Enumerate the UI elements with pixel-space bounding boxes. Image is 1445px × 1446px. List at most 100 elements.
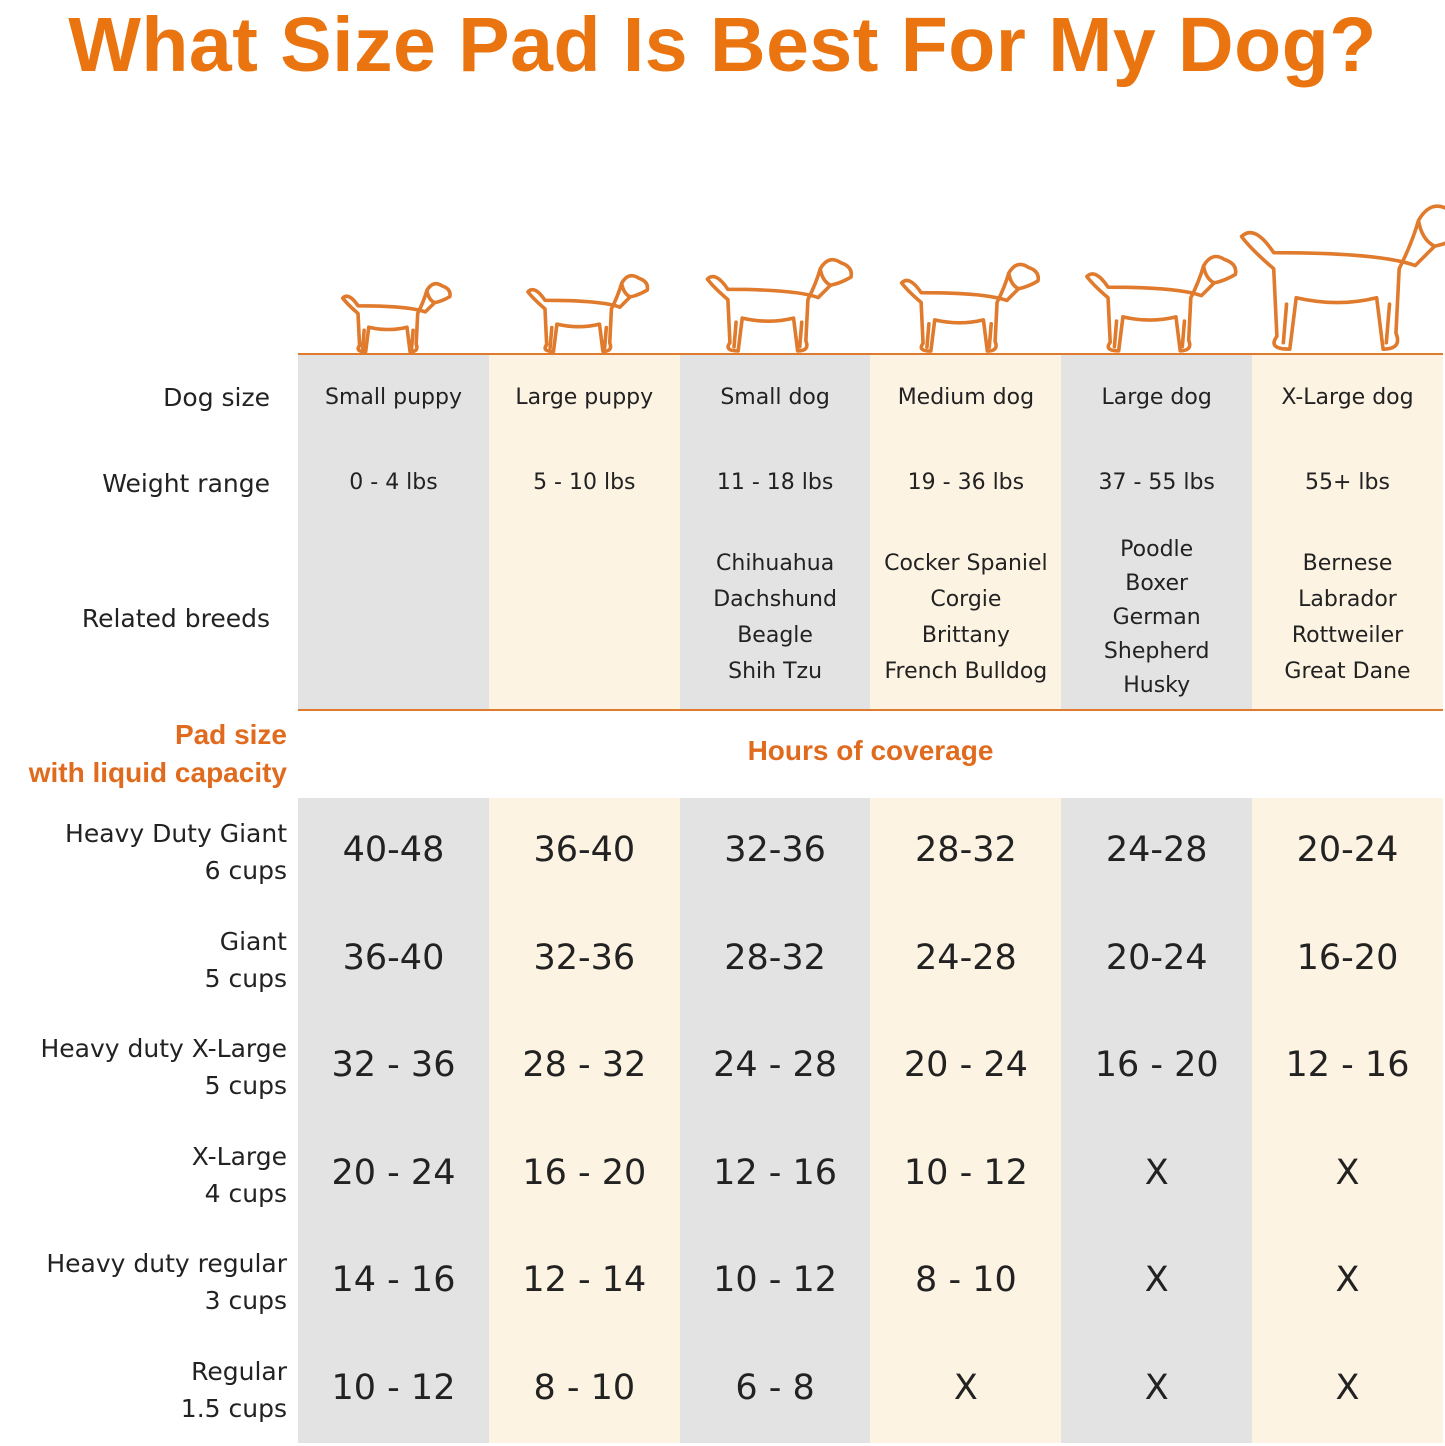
pad-name: Heavy duty X-Large <box>40 1034 287 1063</box>
weight-range: 19 - 36 lbs <box>907 470 1025 495</box>
hours-cell: 16-20 <box>1296 937 1399 978</box>
section-divider <box>298 709 1443 711</box>
header-divider <box>298 353 1443 355</box>
pad-name: Heavy duty regular <box>46 1249 287 1278</box>
hours-cell: 20 - 24 <box>903 1045 1028 1085</box>
pad-capacity: 1.5 cups <box>180 1393 287 1423</box>
hours-cell: 10 - 12 <box>713 1260 838 1300</box>
hours-cell: 16 - 20 <box>522 1152 647 1193</box>
coverage-column-2 <box>488 798 680 1443</box>
breed: Great Dane <box>1284 659 1411 684</box>
coverage-column-4 <box>870 798 1062 1443</box>
pad-size-header: Pad size <box>174 719 287 750</box>
breed: Poodle <box>1120 537 1194 562</box>
breed: Chihuahua <box>716 551 835 576</box>
hours-cell: 28 - 32 <box>522 1045 647 1085</box>
coverage-column-1 <box>298 798 489 1443</box>
breed: Boxer <box>1125 571 1189 596</box>
page-title: What Size Pad Is Best For My Dog? <box>68 2 1377 88</box>
hours-cell: 24 - 28 <box>713 1045 838 1085</box>
pad-name: Giant <box>219 926 287 956</box>
hours-cell: 24-28 <box>915 937 1017 978</box>
small-puppy-icon <box>341 281 453 354</box>
weight-range: 0 - 4 lbs <box>349 470 438 495</box>
dog-column-1 <box>298 355 489 710</box>
pad-capacity: 5 cups <box>204 963 287 993</box>
pad-name: Regular <box>191 1356 287 1386</box>
hours-cell: 8 - 10 <box>533 1367 636 1408</box>
hours-cell: X <box>1144 1260 1169 1300</box>
hours-cell: 32-36 <box>533 937 636 978</box>
weight-range: 55+ lbs <box>1305 470 1390 495</box>
dog-column-5 <box>1061 355 1253 710</box>
hours-cell: 20-24 <box>1105 937 1208 978</box>
label-dog-size: Dog size <box>163 383 270 412</box>
weight-range: 5 - 10 lbs <box>533 470 636 495</box>
dog-size: Medium dog <box>897 385 1035 410</box>
pad-name: X-Large <box>191 1141 287 1171</box>
hours-cell: 20-24 <box>1296 830 1399 870</box>
hours-cell: 12 - 14 <box>522 1260 647 1300</box>
hours-cell: 40-48 <box>342 830 445 870</box>
breed: Labrador <box>1298 587 1397 612</box>
hours-cell: 36-40 <box>342 937 445 978</box>
breed: Shih Tzu <box>728 659 823 684</box>
hours-cell: 28-32 <box>915 830 1017 870</box>
pad-name: Heavy Duty Giant <box>65 819 287 848</box>
pad-capacity: 3 cups <box>204 1286 287 1315</box>
pad-capacity: 6 cups <box>204 856 287 885</box>
weight-range: 37 - 55 lbs <box>1098 470 1215 495</box>
large-dog-icon <box>1084 254 1238 353</box>
dog-column-6 <box>1252 355 1443 710</box>
small-dog-icon <box>705 257 854 353</box>
medium-dog-icon <box>899 262 1040 353</box>
breed: Bernese <box>1302 551 1393 576</box>
pad-capacity: 4 cups <box>204 1178 287 1208</box>
breed: Cocker Spaniel <box>884 551 1048 576</box>
coverage-column-6 <box>1252 798 1443 1443</box>
hours-cell: X <box>1335 1260 1360 1300</box>
label-weight-range: Weight range <box>102 469 270 498</box>
dog-column-3 <box>679 355 871 710</box>
coverage-column-5 <box>1061 798 1253 1443</box>
breed: Beagle <box>737 623 813 648</box>
hours-cell: 32-36 <box>724 830 826 870</box>
dog-size: Large dog <box>1101 385 1212 410</box>
coverage-column-3 <box>679 798 871 1443</box>
xlarge-dog-icon <box>1239 204 1445 351</box>
hours-cell: 16 - 20 <box>1094 1045 1219 1085</box>
weight-range: 11 - 18 lbs <box>716 470 834 495</box>
hours-cell: X <box>1144 1152 1169 1193</box>
hours-cell: 36-40 <box>533 830 636 870</box>
dog-size: Large puppy <box>515 385 654 410</box>
hours-cell: 10 - 12 <box>331 1367 456 1408</box>
hours-cell: 24-28 <box>1105 830 1208 870</box>
breed: Dachshund <box>713 587 837 612</box>
hours-cell: 12 - 16 <box>1285 1045 1410 1085</box>
pad-capacity-header: with liquid capacity <box>28 757 287 788</box>
hours-cell: 32 - 36 <box>331 1045 456 1085</box>
large-puppy-icon <box>526 273 650 354</box>
breed: Husky <box>1123 673 1191 698</box>
breed: Shepherd <box>1103 639 1210 664</box>
hours-cell: 10 - 12 <box>903 1152 1028 1193</box>
label-related-breeds: Related breeds <box>81 604 270 633</box>
coverage-header: Hours of coverage <box>747 735 994 766</box>
breed: French Bulldog <box>884 659 1048 684</box>
breed: Brittany <box>921 623 1010 648</box>
dog-size: Small dog <box>720 385 830 410</box>
hours-cell: 8 - 10 <box>915 1260 1017 1300</box>
dog-column-4 <box>870 355 1062 710</box>
hours-cell: 28-32 <box>724 937 826 978</box>
hours-cell: 14 - 16 <box>331 1260 456 1300</box>
breed: German <box>1112 605 1201 630</box>
hours-cell: X <box>1144 1367 1169 1408</box>
breed: Rottweiler <box>1291 623 1404 648</box>
hours-cell: 6 - 8 <box>735 1367 815 1408</box>
hours-cell: 20 - 24 <box>331 1152 456 1193</box>
hours-cell: X <box>1335 1152 1360 1193</box>
hours-cell: X <box>953 1367 978 1408</box>
pad-capacity: 5 cups <box>204 1071 287 1100</box>
dog-column-2 <box>488 355 680 710</box>
hours-cell: 12 - 16 <box>713 1152 838 1193</box>
